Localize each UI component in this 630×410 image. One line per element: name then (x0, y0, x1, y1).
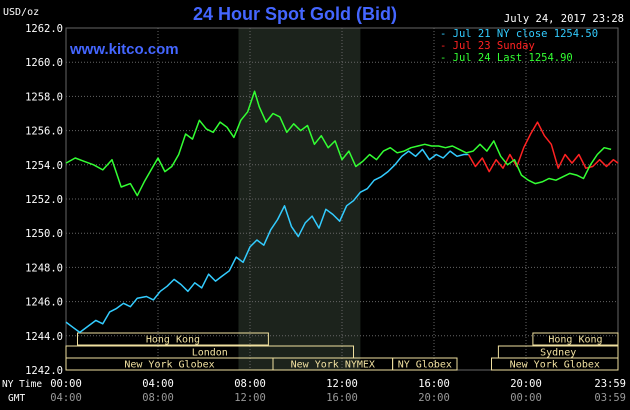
series-line-1 (467, 121, 619, 173)
series-line-2 (65, 90, 612, 197)
session-band: New York Globex (491, 357, 619, 371)
gmt-label: GMT (8, 393, 25, 404)
session-box (532, 332, 619, 346)
session-label: New York Globex (124, 360, 214, 371)
y-tick-label: 1242.0 (25, 365, 63, 377)
x-tick-label-ny: 04:00 (142, 378, 174, 390)
legend: - Jul 21 NY close 1254.50- Jul 23 Sunday… (440, 28, 598, 64)
session-box (77, 332, 269, 346)
series-layer (65, 90, 619, 334)
session-band: Hong Kong (77, 332, 269, 346)
x-tick-label-ny: 08:00 (234, 378, 266, 390)
legend-entry: - Jul 24 Last 1254.90 (440, 52, 573, 64)
y-tick-label: 1254.0 (25, 160, 63, 172)
x-tick-label-ny: 23:59 (594, 378, 626, 390)
x-tick-label-gmt: 04:00 (50, 392, 82, 404)
session-label: New York NYMEX (291, 360, 375, 371)
y-tick-label: 1244.0 (25, 331, 63, 343)
x-tick-label-ny: 00:00 (50, 378, 82, 390)
session-band: NY Globex (392, 357, 458, 371)
session-label: London (192, 348, 228, 359)
x-tick-label-gmt: 08:00 (142, 392, 174, 404)
session-label: Sydney (540, 348, 576, 359)
session-label: Hong Kong (146, 335, 200, 346)
x-axis-ticks: 00:00 04:00 04:00 08:00 08:00 12:00 12:00 16:00… (50, 378, 626, 404)
y-tick-label: 1260.0 (25, 57, 63, 69)
x-tick-label-gmt: 16:00 (326, 392, 358, 404)
x-tick-label-ny: 12:00 (326, 378, 358, 390)
website-link[interactable]: www.kitco.com (69, 41, 179, 58)
y-tick-label: 1246.0 (25, 297, 63, 309)
session-box (392, 357, 458, 371)
timestamp: July 24, 2017 23:28 (504, 13, 624, 25)
chart-title: 24 Hour Spot Gold (Bid) (193, 4, 397, 24)
session-label: New York Globex (510, 360, 600, 371)
y-axis-ticks: 1242.0 1244.0 1246.0 1248.0 1250.0 1252.0 1254… (25, 23, 63, 377)
units-label: USD/oz (3, 7, 39, 18)
y-tick-label: 1248.0 (25, 262, 63, 274)
legend-entry: - Jul 23 Sunday (440, 40, 535, 52)
x-tick-label-ny: 16:00 (418, 378, 450, 390)
y-tick-label: 1256.0 (25, 126, 63, 138)
session-label: NY Globex (398, 360, 452, 371)
x-tick-label-gmt: 03:59 (594, 392, 626, 404)
session-box (491, 357, 619, 371)
x-tick-label-gmt: 00:00 (510, 392, 542, 404)
session-band: Hong Kong (532, 332, 619, 346)
y-tick-label: 1250.0 (25, 228, 63, 240)
ny-time-label: NY Time (2, 379, 42, 390)
y-tick-label: 1262.0 (25, 23, 63, 35)
x-tick-label-ny: 20:00 (510, 378, 542, 390)
legend-entry: - Jul 21 NY close 1254.50 (440, 28, 598, 40)
x-tick-label-gmt: 12:00 (234, 392, 266, 404)
series-line-0 (65, 148, 469, 334)
y-tick-label: 1252.0 (25, 194, 63, 206)
session-label: Hong Kong (548, 335, 602, 346)
x-tick-label-gmt: 20:00 (418, 392, 450, 404)
session-band: New York NYMEX (272, 357, 394, 371)
y-tick-label: 1258.0 (25, 91, 63, 103)
